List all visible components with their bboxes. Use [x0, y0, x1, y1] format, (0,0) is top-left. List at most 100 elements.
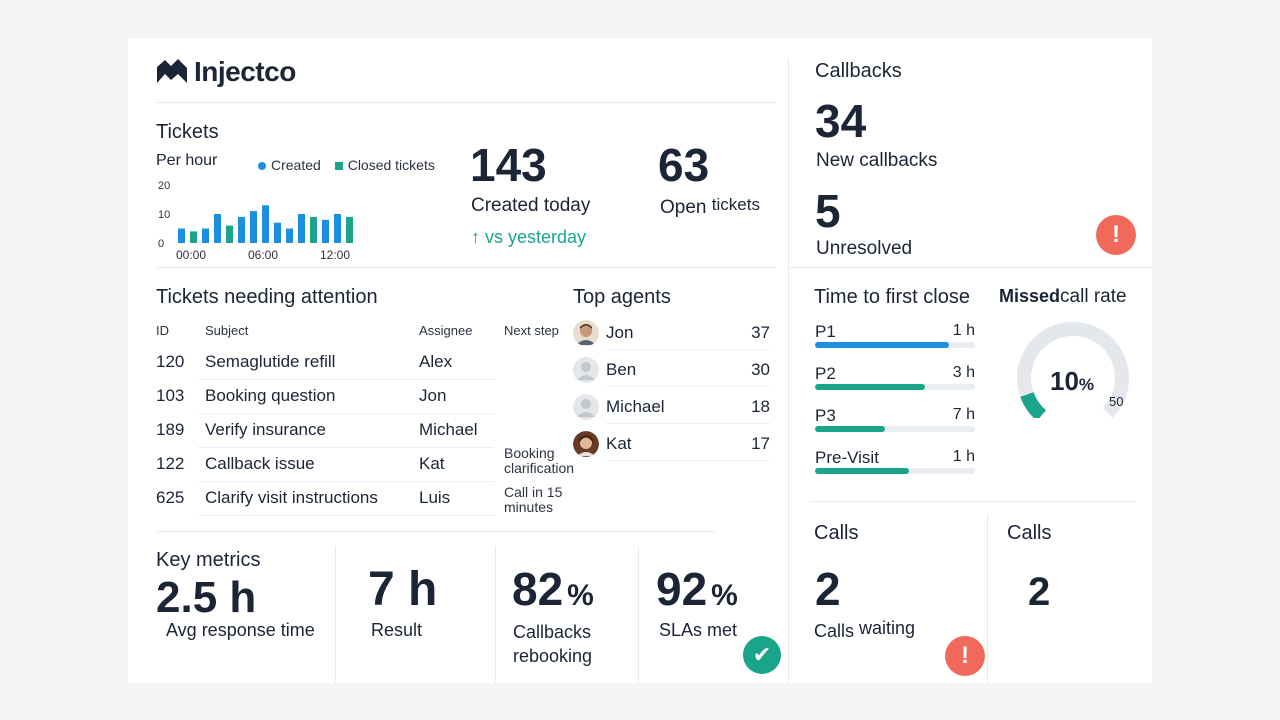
legend-created-label: Created: [271, 157, 321, 173]
bar-created: [250, 211, 257, 243]
col-next-header: Next step: [504, 323, 559, 338]
y-tick-label: 20: [158, 180, 170, 192]
row-assignee: Luis: [419, 488, 451, 507]
missed-value: 10%: [1050, 366, 1094, 397]
tickets-bar-chart: 20 10 0 00:00 06:00 12:00: [158, 180, 353, 262]
tickets-subtitle: Per hour: [156, 152, 218, 169]
y-tick-label: 10: [158, 209, 170, 221]
col-assignee-header: Assignee: [419, 323, 473, 338]
result-label: Result: [371, 620, 423, 640]
dashboard-card: Injectco Tickets Per hour Created Closed…: [128, 38, 1152, 683]
missed-title: Missedcall rate: [999, 286, 1127, 308]
row-id: 120: [156, 352, 185, 371]
calls-title-2: Calls: [1007, 522, 1052, 544]
sla-value: 92%: [656, 566, 738, 612]
row-subject: Booking question: [205, 386, 336, 405]
created-count: 143: [470, 139, 547, 191]
row-subject: Semaglutide refill: [205, 352, 336, 371]
result-value: 7 h: [368, 563, 438, 616]
priority-bar-fill: [815, 426, 885, 432]
priority-value: 1 h: [952, 448, 975, 465]
calls-count-2: 2: [1028, 570, 1051, 614]
bar-closed-tickets: [346, 216, 353, 243]
bar-created: [286, 228, 293, 243]
woman-avatar-icon: [573, 431, 599, 457]
top-agents-title: Top agents: [573, 286, 671, 308]
row-id: 103: [156, 386, 185, 405]
bar-closed-tickets: [190, 231, 197, 243]
row-assignee: Alex: [419, 352, 453, 371]
priority-bar-track: [815, 342, 975, 348]
bar-created: [178, 228, 185, 243]
open-label: Open tickets: [660, 195, 760, 219]
man-avatar-icon: [573, 320, 599, 346]
calls-alert-icon[interactable]: !: [945, 636, 985, 676]
callbacks-rebooking-unit: %: [567, 579, 594, 612]
gauge-max-label: 50: [1109, 394, 1124, 409]
row-assignee: Michael: [419, 420, 478, 439]
bar-created: [238, 216, 245, 243]
bar-created: [202, 228, 209, 243]
agent-name: Ben: [606, 360, 637, 379]
created-label: Created today: [471, 195, 591, 216]
y-tick-label: 0: [158, 238, 164, 250]
priority-value: 1 h: [952, 322, 975, 339]
callbacks-rebooking-label-2: rebooking: [513, 646, 593, 666]
calls-waiting-count: 2: [815, 563, 841, 615]
attention-title: Tickets needing attention: [156, 286, 378, 308]
chart-legend: Created Closed tickets: [258, 157, 435, 173]
row-subject: Clarify visit instructions: [205, 488, 378, 507]
row-subject: Verify insurance: [205, 420, 326, 439]
open-label-b: tickets: [711, 195, 760, 214]
bar-created: [298, 214, 305, 243]
priority-bar-fill: [815, 342, 949, 348]
priority-label: Pre-Visit: [815, 448, 879, 467]
new-callbacks-label: New callbacks: [816, 150, 938, 171]
agent-count: 18: [751, 397, 770, 416]
row-id: 189: [156, 420, 185, 439]
bar-created: [262, 205, 269, 243]
priority-value: 3 h: [952, 364, 975, 381]
missed-value-unit: %: [1078, 375, 1095, 394]
callbacks-rebooking-number: 82: [512, 563, 564, 615]
unresolved-alert-icon[interactable]: !: [1096, 215, 1136, 255]
priority-bar-fill: [815, 384, 925, 390]
calls-waiting-label: Calls waiting: [814, 618, 915, 642]
row-subject: Callback issue: [205, 454, 315, 473]
priority-bar-track: [815, 384, 975, 390]
callbacks-title: Callbacks: [815, 60, 902, 82]
agent-count: 37: [751, 323, 770, 342]
bar-closed-tickets: [310, 216, 317, 243]
agent-name: Michael: [606, 397, 665, 416]
calls-waiting-label-a: Calls: [814, 621, 855, 641]
sla-number: 92: [656, 563, 708, 615]
legend-closed-label: Closed tickets: [347, 157, 435, 173]
bar-closed-tickets: [226, 225, 233, 243]
sla-check-icon: ✔: [743, 636, 781, 674]
priority-label: P2: [815, 364, 836, 383]
bar-created: [274, 222, 281, 243]
bar-created: [322, 219, 329, 243]
priority-label: P3: [815, 406, 836, 425]
col-id-header: ID: [156, 323, 169, 338]
bar-created: [214, 214, 221, 243]
missed-value-number: 10: [1050, 366, 1079, 396]
legend-created-swatch: [258, 162, 266, 171]
brand-name: Injectco: [194, 56, 296, 87]
avg-response-value: 2.5 h: [156, 573, 257, 622]
priority-label: P1: [815, 322, 836, 341]
missed-call-gauge: [1017, 322, 1129, 418]
priority-value: 7 h: [952, 406, 975, 423]
x-tick-label: 00:00: [176, 248, 206, 262]
unresolved-count: 5: [815, 185, 841, 237]
first-close-title: Time to first close: [814, 286, 970, 308]
gauge-fill: [1020, 391, 1047, 418]
callbacks-rebooking-label-1: Callbacks: [513, 622, 592, 642]
bar-created: [334, 214, 341, 243]
open-count: 63: [658, 139, 710, 191]
calls-title-1: Calls: [814, 522, 859, 544]
agent-name: Jon: [606, 323, 634, 342]
gauge-track: [1017, 322, 1129, 418]
row-assignee: Jon: [419, 386, 447, 405]
agent-count: 30: [751, 360, 770, 379]
